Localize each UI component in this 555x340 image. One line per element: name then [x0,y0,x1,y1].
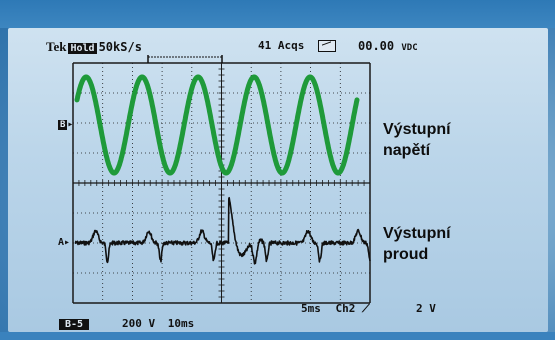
trigger-level: 2 V [416,302,436,315]
channel-a-label: A [58,237,65,248]
current-label-line1: Výstupní [383,225,451,242]
trigger-channel: Ch2 [335,302,356,315]
current-label-line2: proud [383,246,429,263]
brand-label: Tek [46,39,67,54]
volts-per-div: 200 V [122,317,156,330]
footer-timebase-group: 5ms Ch2 ⟋ [301,302,370,316]
current-label: Výstupní proud [383,223,451,265]
meter-icon [318,40,336,52]
top-strip [0,0,555,28]
acquisitions-count: 41 Acqs [258,39,305,52]
output-voltage-trace [74,74,360,176]
footer-scale-group: 200 V 10ms [122,317,194,330]
timebase: 5ms [301,302,321,315]
mode-badge: B-5 [59,319,90,330]
time-per-div: 10ms [167,317,195,330]
voltage-label: Výstupní napětí [383,119,451,161]
output-current-trace [74,196,371,265]
bottom-strip [0,332,555,340]
channel-b-marker[interactable]: B ▸ [58,119,73,130]
sample-rate: 50kS/s [98,40,142,54]
voltage-label-line1: Výstupní [383,121,451,138]
trigger-slope-icon: ⟋ [362,302,370,315]
scope-header-left: Tek Hold 50kS/s [46,39,142,55]
ground-arrow-icon: ▸ [64,237,71,248]
footer-mode-group: B-5 [57,317,91,330]
channel-b-label: B [58,120,68,130]
hold-badge: Hold [68,43,97,54]
graticule [72,62,371,304]
scope-panel [8,28,548,332]
ground-arrow-icon: ▸ [67,119,74,130]
readout-group: 00.00 VDC [358,39,418,53]
readout-value: 00.00 [358,39,395,53]
voltage-label-line2: napětí [383,142,431,159]
trigger-window-marker [147,55,223,63]
channel-a-marker[interactable]: A▸ [58,237,70,248]
readout-unit: VDC [401,43,418,53]
